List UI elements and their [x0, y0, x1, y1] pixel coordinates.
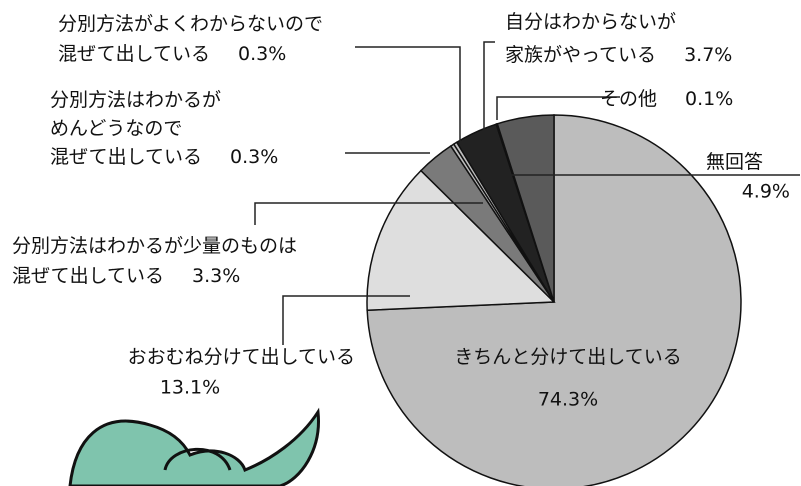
- decoration: [68, 407, 320, 486]
- slice-label: おおむね分けて出している: [128, 346, 355, 368]
- leader-line: [496, 96, 620, 120]
- value-label: 3.3%: [192, 265, 240, 287]
- value-label: 4.9%: [742, 181, 790, 203]
- slice-label: 分別方法がよくわからないので混ぜて出している 0.3%: [58, 13, 323, 65]
- value-label: 0.1%: [685, 88, 733, 110]
- label-line: 混ぜて出している: [50, 146, 202, 168]
- label-line: めんどうなので: [50, 117, 182, 139]
- value-label: 3.7%: [684, 44, 732, 66]
- value-label: 13.1%: [160, 377, 220, 399]
- label-line: 自分はわからないが: [505, 11, 676, 33]
- leader-line: [282, 295, 410, 345]
- value-label: 0.3%: [230, 146, 278, 168]
- slice-label: 分別方法はわかるが少量のものは混ぜて出している 3.3%: [12, 235, 297, 287]
- slice-label: その他 0.1%: [600, 88, 733, 110]
- label-line: 家族がやっている: [505, 44, 656, 66]
- slice-label: 自分はわからないが家族がやっている 3.7%: [505, 11, 732, 66]
- label-line: おおむね分けて出している: [128, 346, 355, 368]
- pie-slice: [366, 169, 556, 312]
- leader-line: [483, 41, 495, 140]
- value-label: 74.3%: [538, 389, 598, 411]
- leader-line: [254, 202, 483, 225]
- label-line: 分別方法はわかるが: [50, 89, 221, 111]
- slice-label: 無回答: [706, 151, 763, 173]
- slice-label: きちんと分けて出している: [454, 346, 681, 368]
- label-line: その他: [600, 88, 657, 110]
- label-line: 無回答: [706, 151, 763, 173]
- label-line: きちんと分けて出している: [454, 346, 681, 368]
- slice-label: 分別方法はわかるがめんどうなので混ぜて出している 0.3%: [50, 89, 278, 168]
- label-line: 混ぜて出している: [58, 43, 210, 65]
- label-line: 混ぜて出している: [12, 265, 164, 287]
- label-line: 分別方法はわかるが少量のものは: [12, 235, 297, 257]
- pie-slice: [496, 114, 555, 303]
- label-line: 分別方法がよくわからないので: [58, 13, 323, 35]
- leader-line: [355, 46, 461, 145]
- value-label: 0.3%: [238, 43, 286, 65]
